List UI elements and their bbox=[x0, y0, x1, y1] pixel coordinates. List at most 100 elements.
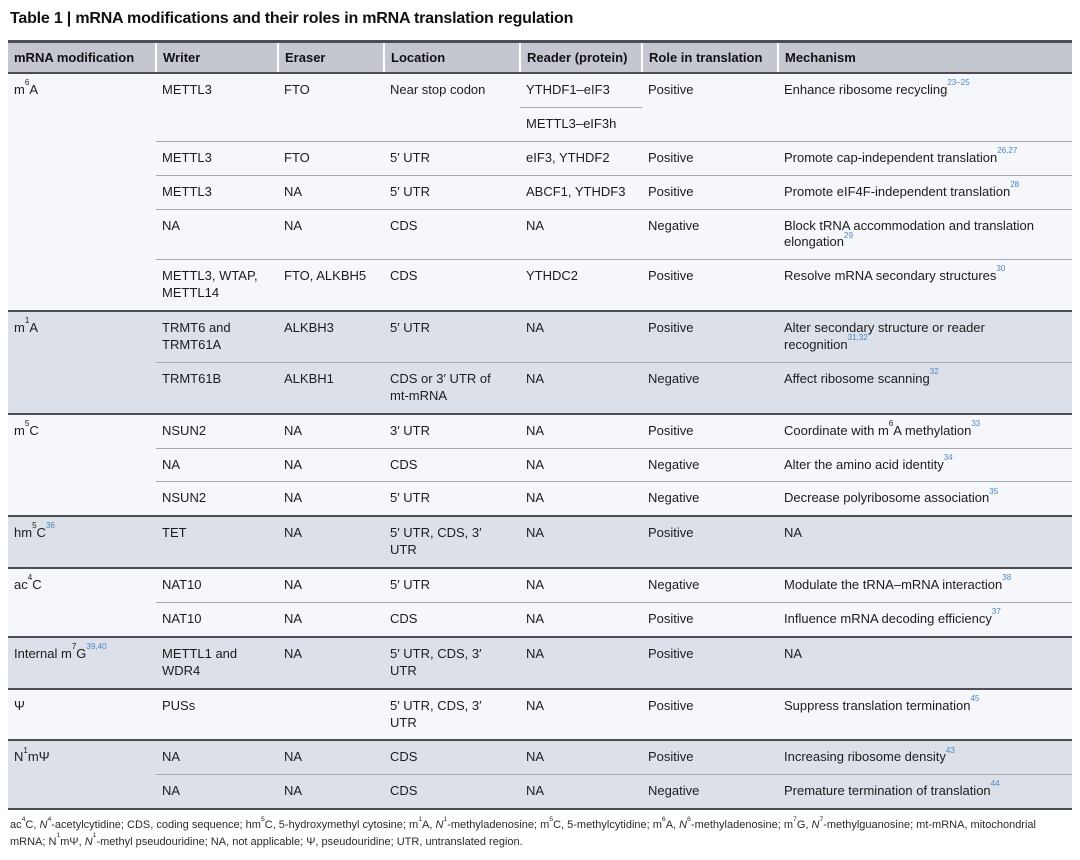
cell-eraser bbox=[278, 687, 384, 741]
cell-role: Negative bbox=[642, 567, 778, 603]
cell-writer: NA bbox=[156, 739, 278, 775]
cell-location: CDS bbox=[384, 259, 520, 312]
cell-reader: NA bbox=[520, 567, 642, 603]
column-header-modification: mRNA modification bbox=[8, 40, 156, 74]
table-row: NAT10 NA CDS NA Positive Influence mRNA … bbox=[8, 602, 1072, 637]
cell-eraser: NA bbox=[278, 208, 384, 260]
table-row: TRMT61B ALKBH1 CDS or 3′ UTR of mt-mRNA … bbox=[8, 361, 1072, 414]
table-row: Internal m7G39,40 METTL1 and WDR4 NA 5′ … bbox=[8, 635, 1072, 689]
cell-modification: m1A bbox=[8, 310, 156, 414]
cell-writer: NSUN2 bbox=[156, 412, 278, 449]
cell-mechanism: NA bbox=[778, 515, 1072, 569]
cell-role: Positive bbox=[642, 310, 778, 363]
citation-ref[interactable]: 43 bbox=[945, 745, 955, 755]
cell-role: Positive bbox=[642, 174, 778, 210]
table-footnote: ac4C, N4-acetylcytidine; CDS, coding seq… bbox=[10, 815, 1036, 848]
cell-writer: METTL1 and WDR4 bbox=[156, 635, 278, 689]
cell-eraser: NA bbox=[278, 602, 384, 637]
cell-writer: METTL3 bbox=[156, 140, 278, 176]
column-header-reader: Reader (protein) bbox=[519, 40, 642, 74]
citation-ref[interactable]: 44 bbox=[990, 779, 1000, 789]
cell-reader: YTHDC2 bbox=[520, 259, 642, 312]
citation-ref[interactable]: 38 bbox=[1002, 573, 1012, 583]
cell-role: Positive bbox=[642, 140, 778, 176]
citation-ref[interactable]: 33 bbox=[971, 418, 981, 428]
cell-eraser: FTO, ALKBH5 bbox=[278, 259, 384, 312]
cell-mechanism: Affect ribosome scanning32 bbox=[778, 361, 1072, 414]
cell-role: Negative bbox=[642, 447, 778, 482]
citation-ref[interactable]: 30 bbox=[996, 264, 1006, 274]
cell-role: Positive bbox=[642, 515, 778, 569]
cell-reader: NA bbox=[520, 481, 642, 517]
cell-eraser: NA bbox=[278, 774, 384, 810]
cell-writer: TRMT6 and TRMT61A bbox=[156, 310, 278, 363]
cell-location: 5′ UTR bbox=[384, 481, 520, 517]
table-row: NSUN2 NA 5′ UTR NA Negative Decrease pol… bbox=[8, 481, 1072, 517]
cell-writer: METTL3, WTAP, METTL14 bbox=[156, 259, 278, 312]
cell-mechanism: Promote cap-independent translation26,27 bbox=[778, 140, 1072, 176]
citation-ref[interactable]: 34 bbox=[943, 452, 953, 462]
cell-reader: NA bbox=[520, 602, 642, 637]
citation-ref[interactable]: 28 bbox=[1010, 179, 1020, 189]
table-row: NA NA CDS NA Negative Premature terminat… bbox=[8, 774, 1072, 810]
cell-role: Positive bbox=[642, 412, 778, 449]
table-row: ac4C NAT10 NA 5′ UTR NA Negative Modulat… bbox=[8, 567, 1072, 637]
cell-mechanism: Modulate the tRNA–mRNA interaction38 bbox=[778, 567, 1072, 603]
cell-mechanism: Suppress translation termination45 bbox=[778, 687, 1072, 741]
citation-ref[interactable]: 37 bbox=[991, 607, 1001, 617]
cell-role: Positive bbox=[642, 71, 778, 142]
cell-writer: NA bbox=[156, 208, 278, 260]
cell-writer: NA bbox=[156, 774, 278, 810]
cell-location: 5′ UTR, CDS, 3′ UTR bbox=[384, 687, 520, 741]
cell-writer: METTL3 bbox=[156, 71, 278, 142]
table-title: Table 1 | mRNA modifications and their r… bbox=[10, 10, 574, 27]
header-row: mRNA modification Writer Eraser Location… bbox=[8, 40, 1072, 74]
cell-eraser: FTO bbox=[278, 140, 384, 176]
cell-role: Negative bbox=[642, 481, 778, 517]
column-header-mechanism: Mechanism bbox=[777, 40, 1072, 74]
cell-writer: NA bbox=[156, 447, 278, 482]
cell-modification: Ψ bbox=[8, 687, 156, 741]
cell-mechanism: Premature termination of translation44 bbox=[778, 774, 1072, 810]
cell-role: Negative bbox=[642, 774, 778, 810]
cell-reader: NA bbox=[520, 739, 642, 775]
cell-mechanism: Enhance ribosome recycling23–25 bbox=[778, 71, 1072, 142]
citation-ref[interactable]: 32 bbox=[929, 366, 939, 376]
cell-eraser: NA bbox=[278, 447, 384, 482]
cell-role: Negative bbox=[642, 208, 778, 260]
cell-writer: PUSs bbox=[156, 687, 278, 741]
cell-reader: NA bbox=[520, 515, 642, 569]
column-header-role: Role in translation bbox=[641, 40, 778, 74]
citation-ref[interactable]: 29 bbox=[844, 230, 853, 240]
mrna-modifications-table: mRNA modification Writer Eraser Location… bbox=[8, 40, 1072, 811]
cell-role: Negative bbox=[642, 361, 778, 414]
cell-reader: METTL3–eIF3h bbox=[520, 106, 642, 142]
cell-location: 5′ UTR, CDS, 3′ UTR bbox=[384, 515, 520, 569]
table-row: hm5C36 TET NA 5′ UTR, CDS, 3′ UTR NA Pos… bbox=[8, 515, 1072, 569]
cell-modification: m6A bbox=[8, 71, 156, 312]
citation-ref[interactable]: 35 bbox=[989, 486, 999, 496]
cell-reader: NA bbox=[520, 447, 642, 482]
cell-role: Positive bbox=[642, 259, 778, 312]
citation-ref[interactable]: 23–25 bbox=[947, 78, 970, 88]
citation-ref[interactable]: 31,32 bbox=[847, 333, 868, 343]
cell-modification: ac4C bbox=[8, 567, 156, 637]
cell-reader: NA bbox=[520, 635, 642, 689]
cell-eraser: NA bbox=[278, 635, 384, 689]
cell-location: 5′ UTR bbox=[384, 310, 520, 363]
citation-ref[interactable]: 36 bbox=[45, 521, 55, 531]
cell-mechanism: Promote eIF4F-independent translation28 bbox=[778, 174, 1072, 210]
cell-eraser: NA bbox=[278, 567, 384, 603]
citation-ref[interactable]: 39,40 bbox=[86, 641, 107, 651]
cell-reader: eIF3, YTHDF2 bbox=[520, 140, 642, 176]
cell-location: 5′ UTR bbox=[384, 174, 520, 210]
cell-location: CDS bbox=[384, 208, 520, 260]
table-row: METTL3–eIF3h bbox=[8, 106, 1072, 142]
cell-modification: hm5C36 bbox=[8, 515, 156, 569]
citation-ref[interactable]: 45 bbox=[970, 693, 980, 703]
table-row: N1mΨ NA NA CDS NA Positive Increasing ri… bbox=[8, 739, 1072, 810]
citation-ref[interactable]: 26,27 bbox=[997, 145, 1018, 155]
cell-mechanism: Increasing ribosome density43 bbox=[778, 739, 1072, 775]
cell-writer: NSUN2 bbox=[156, 481, 278, 517]
